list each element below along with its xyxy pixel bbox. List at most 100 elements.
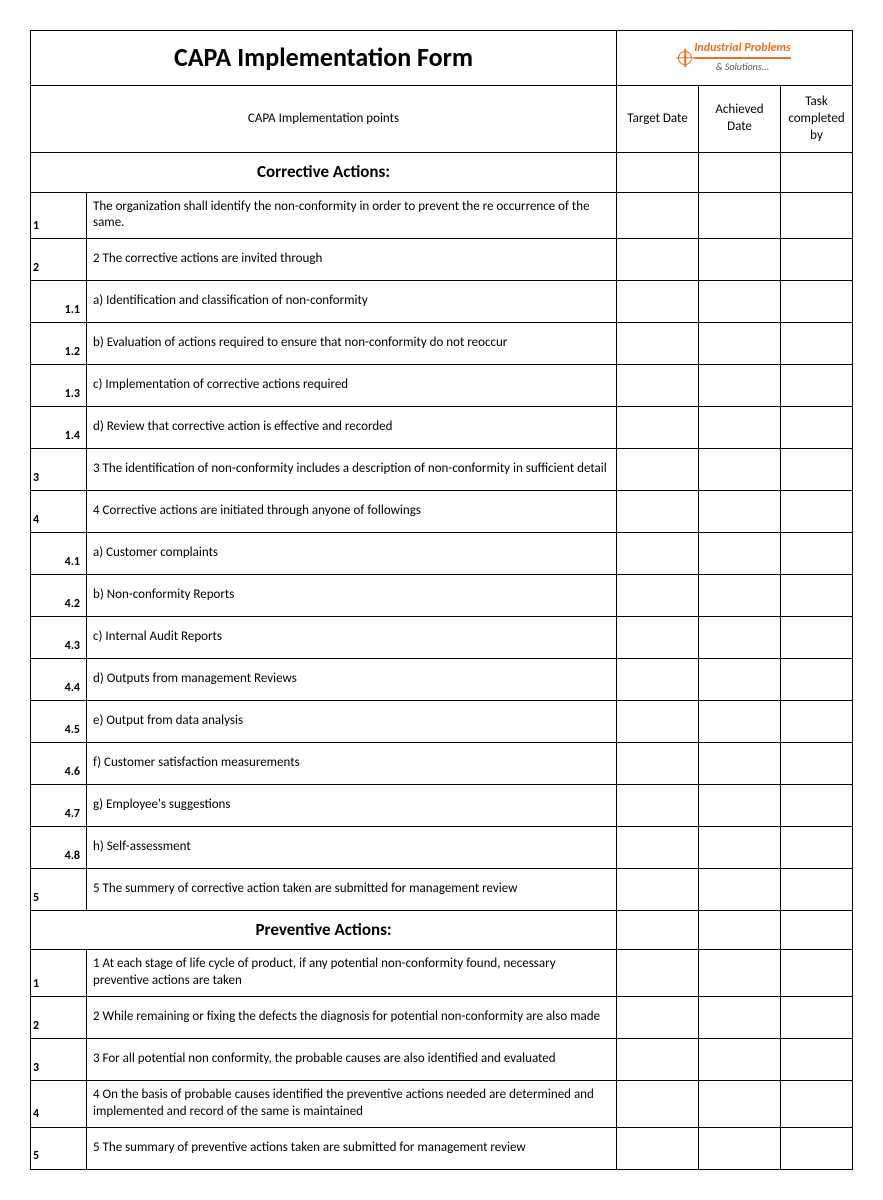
- target-date-cell[interactable]: [617, 323, 699, 365]
- achieved-date-cell[interactable]: [699, 743, 781, 785]
- achieved-date-cell[interactable]: [699, 827, 781, 869]
- target-date-cell[interactable]: [617, 281, 699, 323]
- achieved-date-cell[interactable]: [699, 239, 781, 281]
- target-date-cell[interactable]: [617, 869, 699, 911]
- achieved-date-cell[interactable]: [699, 785, 781, 827]
- header-completed-by: Task completed by: [781, 85, 853, 153]
- completed-by-cell[interactable]: [781, 1081, 853, 1128]
- row-number: 2: [31, 239, 87, 281]
- completed-by-cell[interactable]: [781, 701, 853, 743]
- row-number: 4.3: [31, 617, 87, 659]
- table-row: 4.3c) Internal Audit Reports: [31, 617, 853, 659]
- row-description: h) Self-assessment: [87, 827, 617, 869]
- achieved-date-cell[interactable]: [699, 1081, 781, 1128]
- completed-by-cell[interactable]: [781, 743, 853, 785]
- completed-by-cell[interactable]: [781, 1039, 853, 1081]
- target-date-cell[interactable]: [617, 1039, 699, 1081]
- achieved-date-cell[interactable]: [699, 281, 781, 323]
- table-row: 1The organization shall identify the non…: [31, 192, 853, 239]
- achieved-date-cell[interactable]: [699, 533, 781, 575]
- logo-line2: & Solutions...: [716, 60, 769, 73]
- completed-by-cell[interactable]: [781, 785, 853, 827]
- achieved-date-cell[interactable]: [699, 701, 781, 743]
- achieved-date-cell[interactable]: [699, 575, 781, 617]
- row-description: a) Customer complaints: [87, 533, 617, 575]
- empty-cell[interactable]: [699, 153, 781, 192]
- target-date-cell[interactable]: [617, 449, 699, 491]
- achieved-date-cell[interactable]: [699, 617, 781, 659]
- achieved-date-cell[interactable]: [699, 659, 781, 701]
- row-number: 1.3: [31, 365, 87, 407]
- completed-by-cell[interactable]: [781, 323, 853, 365]
- completed-by-cell[interactable]: [781, 827, 853, 869]
- achieved-date-cell[interactable]: [699, 407, 781, 449]
- row-number: 4.5: [31, 701, 87, 743]
- completed-by-cell[interactable]: [781, 449, 853, 491]
- completed-by-cell[interactable]: [781, 491, 853, 533]
- empty-cell[interactable]: [781, 153, 853, 192]
- target-date-cell[interactable]: [617, 365, 699, 407]
- target-date-cell[interactable]: [617, 701, 699, 743]
- target-date-cell[interactable]: [617, 659, 699, 701]
- completed-by-cell[interactable]: [781, 407, 853, 449]
- target-date-cell[interactable]: [617, 192, 699, 239]
- target-date-cell[interactable]: [617, 785, 699, 827]
- achieved-date-cell[interactable]: [699, 1039, 781, 1081]
- completed-by-cell[interactable]: [781, 575, 853, 617]
- completed-by-cell[interactable]: [781, 1128, 853, 1170]
- row-description: The organization shall identify the non-…: [87, 192, 617, 239]
- header-points: CAPA Implementation points: [31, 85, 617, 153]
- completed-by-cell[interactable]: [781, 869, 853, 911]
- header-target-date: Target Date: [617, 85, 699, 153]
- completed-by-cell[interactable]: [781, 617, 853, 659]
- target-date-cell[interactable]: [617, 827, 699, 869]
- target-date-cell[interactable]: [617, 617, 699, 659]
- target-date-cell[interactable]: [617, 997, 699, 1039]
- empty-cell[interactable]: [617, 153, 699, 192]
- row-number: 3: [31, 449, 87, 491]
- achieved-date-cell[interactable]: [699, 869, 781, 911]
- target-date-cell[interactable]: [617, 533, 699, 575]
- achieved-date-cell[interactable]: [699, 365, 781, 407]
- achieved-date-cell[interactable]: [699, 491, 781, 533]
- target-date-cell[interactable]: [617, 743, 699, 785]
- empty-cell[interactable]: [781, 911, 853, 950]
- target-date-cell[interactable]: [617, 1081, 699, 1128]
- table-row: 11 At each stage of life cycle of produc…: [31, 950, 853, 997]
- completed-by-cell[interactable]: [781, 281, 853, 323]
- empty-cell[interactable]: [617, 911, 699, 950]
- row-number: 4: [31, 1081, 87, 1128]
- target-date-cell[interactable]: [617, 239, 699, 281]
- achieved-date-cell[interactable]: [699, 192, 781, 239]
- row-description: g) Employee's suggestions: [87, 785, 617, 827]
- achieved-date-cell[interactable]: [699, 323, 781, 365]
- completed-by-cell[interactable]: [781, 659, 853, 701]
- completed-by-cell[interactable]: [781, 192, 853, 239]
- table-row: 1.4d) Review that corrective action is e…: [31, 407, 853, 449]
- table-row: 1.1a) Identification and classification …: [31, 281, 853, 323]
- table-row: 33 The identification of non-conformity …: [31, 449, 853, 491]
- target-date-cell[interactable]: [617, 950, 699, 997]
- completed-by-cell[interactable]: [781, 365, 853, 407]
- target-date-cell[interactable]: [617, 1128, 699, 1170]
- achieved-date-cell[interactable]: [699, 449, 781, 491]
- achieved-date-cell[interactable]: [699, 997, 781, 1039]
- target-date-cell[interactable]: [617, 575, 699, 617]
- completed-by-cell[interactable]: [781, 950, 853, 997]
- target-date-cell[interactable]: [617, 491, 699, 533]
- completed-by-cell[interactable]: [781, 997, 853, 1039]
- completed-by-cell[interactable]: [781, 239, 853, 281]
- section-preventive-title: Preventive Actions:: [31, 911, 617, 950]
- row-number: 1: [31, 950, 87, 997]
- title-row: CAPA Implementation Form Industrial Prob…: [31, 31, 853, 86]
- target-date-cell[interactable]: [617, 407, 699, 449]
- row-description: b) Evaluation of actions required to ens…: [87, 323, 617, 365]
- table-row: 4.1a) Customer complaints: [31, 533, 853, 575]
- header-achieved-date: Achieved Date: [699, 85, 781, 153]
- empty-cell[interactable]: [699, 911, 781, 950]
- achieved-date-cell[interactable]: [699, 950, 781, 997]
- row-number: 1.1: [31, 281, 87, 323]
- row-description: a) Identification and classification of …: [87, 281, 617, 323]
- achieved-date-cell[interactable]: [699, 1128, 781, 1170]
- completed-by-cell[interactable]: [781, 533, 853, 575]
